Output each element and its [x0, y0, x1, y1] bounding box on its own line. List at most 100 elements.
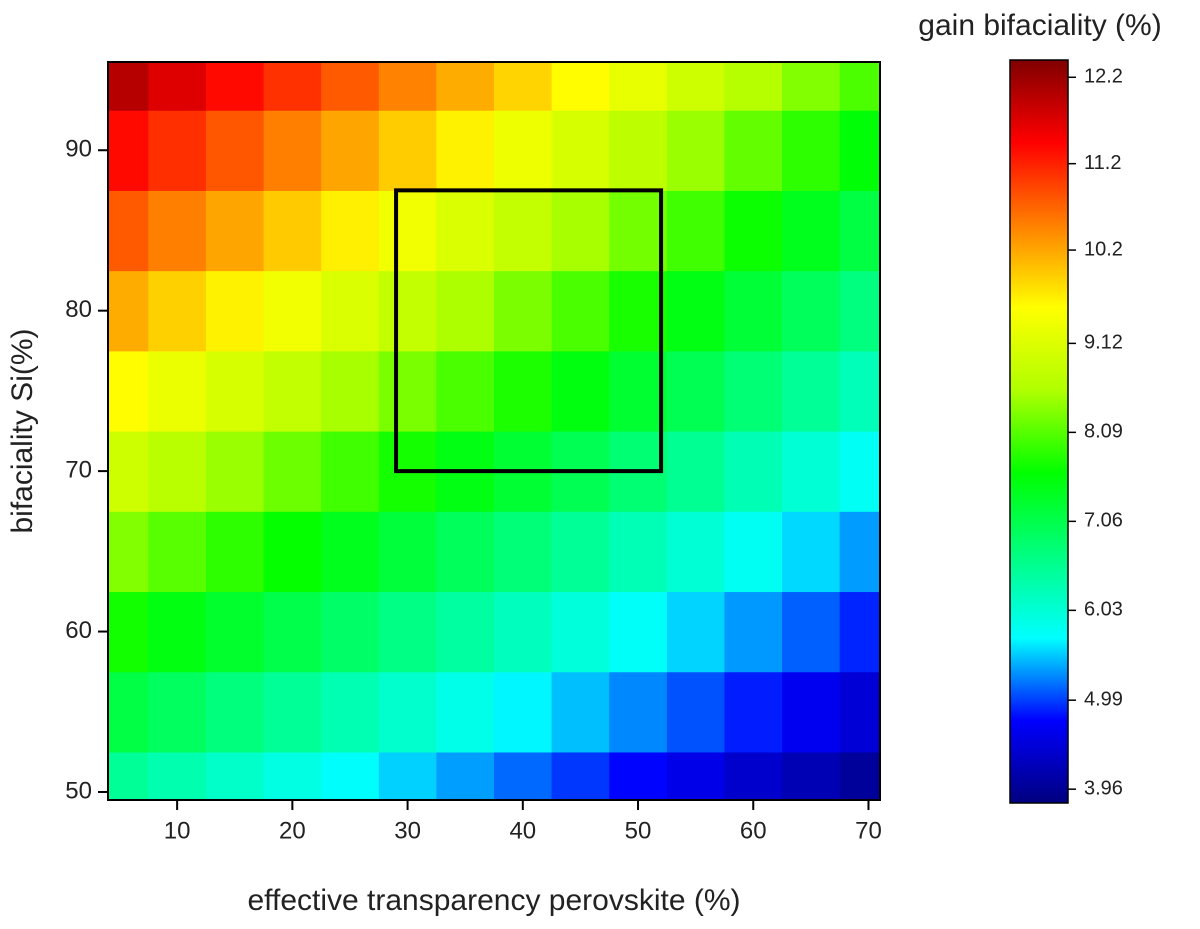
heat-cell — [436, 62, 495, 111]
heat-cell — [378, 671, 437, 753]
heat-cell — [263, 671, 322, 753]
heat-cell — [378, 62, 437, 111]
heat-cell — [321, 511, 380, 593]
heat-cell — [263, 190, 322, 272]
heat-cell — [609, 511, 668, 593]
heat-cell — [724, 62, 783, 111]
heat-cell — [263, 431, 322, 512]
heat-cell — [205, 511, 265, 593]
heat-cell — [148, 62, 207, 111]
heat-cell — [321, 591, 380, 673]
colorbar-tick-label: 6.03 — [1084, 599, 1123, 621]
heat-cell — [609, 591, 668, 673]
plot-frame — [107, 61, 881, 801]
heat-cell — [609, 190, 668, 272]
heat-cell — [839, 190, 880, 272]
heat-cell — [263, 511, 322, 593]
heat-cell — [378, 591, 437, 673]
heat-cell — [148, 511, 207, 593]
heat-cell — [782, 110, 841, 191]
heat-cell — [724, 350, 783, 432]
heat-cell — [666, 751, 726, 800]
heat-cell — [378, 350, 437, 432]
colorbar-title: gain bifaciality (%) — [918, 9, 1161, 42]
heat-cell — [839, 62, 880, 111]
x-tick-label: 20 — [279, 817, 306, 844]
colorbar-tick-label: 10.2 — [1084, 238, 1123, 260]
x-tick-label: 30 — [394, 817, 421, 844]
y-tick-label: 80 — [65, 296, 92, 323]
heat-cell — [609, 110, 668, 191]
colorbar-tick-label: 7.06 — [1084, 510, 1123, 532]
heat-cell — [494, 270, 553, 352]
x-tick-label: 40 — [509, 817, 536, 844]
heat-cell — [263, 62, 322, 111]
heat-cell — [321, 270, 380, 352]
y-tick-label: 60 — [65, 617, 92, 644]
x-tick-label: 70 — [855, 817, 882, 844]
heat-cell — [666, 190, 726, 272]
heat-cell — [782, 591, 841, 673]
heat-cell — [205, 350, 265, 432]
heat-cell — [839, 751, 880, 800]
heat-cell — [321, 350, 380, 432]
heat-cell — [321, 751, 380, 800]
heat-cell — [666, 350, 726, 432]
x-axis-label: effective transparency perovskite (%) — [248, 884, 741, 917]
colorbar-tick-label: 8.09 — [1084, 421, 1123, 443]
heat-cell — [436, 671, 495, 753]
heat-cell — [148, 431, 207, 512]
heat-cell — [108, 671, 149, 753]
heat-cell — [782, 270, 841, 352]
heat-cell — [551, 270, 610, 352]
heat-cell — [148, 110, 207, 191]
y-tick-label: 90 — [65, 136, 92, 163]
heat-cell — [839, 671, 880, 753]
heat-cell — [839, 431, 880, 512]
heat-cell — [378, 110, 437, 191]
heat-cell — [782, 511, 841, 593]
heat-cell — [205, 671, 265, 753]
heat-cell — [108, 110, 149, 191]
heat-cell — [609, 751, 668, 800]
heat-cell — [724, 671, 783, 753]
heat-cell — [666, 511, 726, 593]
heat-cell — [148, 751, 207, 800]
heat-cell — [436, 190, 495, 272]
heat-cell — [378, 190, 437, 272]
heat-cell — [108, 431, 149, 512]
heat-cell — [148, 591, 207, 673]
heat-cell — [436, 511, 495, 593]
heat-cell — [666, 270, 726, 352]
y-tick-label: 50 — [65, 777, 92, 804]
heat-cell — [782, 190, 841, 272]
heat-cell — [378, 751, 437, 800]
heat-cell — [436, 751, 495, 800]
heat-cell — [666, 62, 726, 111]
heat-cell — [666, 110, 726, 191]
heat-cell — [148, 270, 207, 352]
heat-cell — [321, 110, 380, 191]
heat-cell — [724, 110, 783, 191]
heat-cell — [108, 190, 149, 272]
heat-cell — [551, 190, 610, 272]
heat-cell — [782, 671, 841, 753]
heat-cell — [839, 270, 880, 352]
heat-cell — [436, 591, 495, 673]
heat-cell — [609, 62, 668, 111]
heat-cell — [263, 110, 322, 191]
heat-cell — [205, 270, 265, 352]
heat-cell — [494, 350, 553, 432]
heat-cell — [494, 62, 553, 111]
heat-cell — [108, 591, 149, 673]
colorbar-tick-label: 4.99 — [1084, 688, 1123, 710]
overlay: 10 20 30 40 50 60 70 50 60 70 80 90 3.96 4.99 6.03 7.06… — [65, 59, 1123, 844]
heat-cell — [724, 751, 783, 800]
heat-cell — [205, 591, 265, 673]
heat-cell — [782, 751, 841, 800]
x-tick-label: 60 — [740, 817, 767, 844]
heat-cell — [551, 671, 610, 753]
heat-cell — [839, 350, 880, 432]
x-tick-label: 50 — [625, 817, 652, 844]
colorbar-tick-label: 3.96 — [1084, 777, 1123, 799]
